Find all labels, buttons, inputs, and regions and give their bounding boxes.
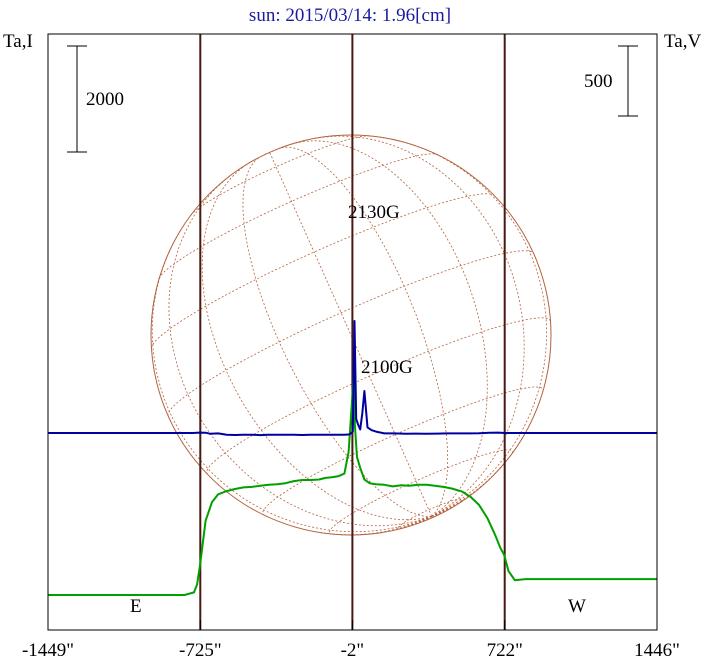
latitude-line <box>328 449 513 535</box>
x-axis-ticks: -1449" -725" -2" 722" 1446" <box>22 620 680 661</box>
left-scale-label: 2000 <box>86 89 124 110</box>
west-limb-label: W <box>568 596 586 617</box>
right-scale-label: 500 <box>584 71 613 92</box>
solar-disk-grid <box>150 134 552 536</box>
left-scale-bar <box>67 45 87 153</box>
latitude-line <box>151 193 495 349</box>
right-scale-bar <box>618 45 638 117</box>
longitude-line <box>312 135 525 517</box>
longitude-line <box>151 224 432 533</box>
east-limb-label: E <box>130 596 142 617</box>
latitude-line <box>206 317 551 475</box>
x-tick-label: 722" <box>487 640 523 661</box>
limb-marker-lines <box>199 34 506 630</box>
latitude-line <box>158 153 438 279</box>
latitude-line <box>246 142 295 165</box>
series-layer <box>48 320 657 596</box>
longitude-line <box>201 161 432 521</box>
longitude-line <box>311 515 432 536</box>
longitude-line <box>380 136 548 517</box>
right-axis-label: Ta,V <box>664 31 701 52</box>
annotation-2130g: 2130G <box>348 202 400 223</box>
longitude-line <box>431 436 524 517</box>
longitude-line <box>279 146 449 517</box>
latitude-line <box>190 135 370 216</box>
latitude-line <box>398 498 463 529</box>
longitude-line <box>288 140 488 517</box>
longitude-line <box>431 514 439 517</box>
x-tick-label: -2" <box>341 640 365 661</box>
latitude-line <box>262 386 544 516</box>
longitude-line <box>168 174 432 527</box>
longitude-line <box>431 508 451 517</box>
x-tick-label: 1446" <box>634 640 680 661</box>
latitude-line <box>167 250 535 417</box>
x-tick-label: -725" <box>179 640 222 661</box>
longitude-line <box>413 515 432 526</box>
solar-limb-circle <box>150 134 552 536</box>
left-axis-label: Ta,I <box>3 31 33 52</box>
longitude-line <box>242 156 432 517</box>
chart-title: sun: 2015/03/14: 1.96[cm] <box>249 5 451 26</box>
annotation-2100g: 2100G <box>361 357 413 378</box>
x-tick-label: -1449" <box>22 640 74 661</box>
polarization-curve <box>48 320 657 437</box>
